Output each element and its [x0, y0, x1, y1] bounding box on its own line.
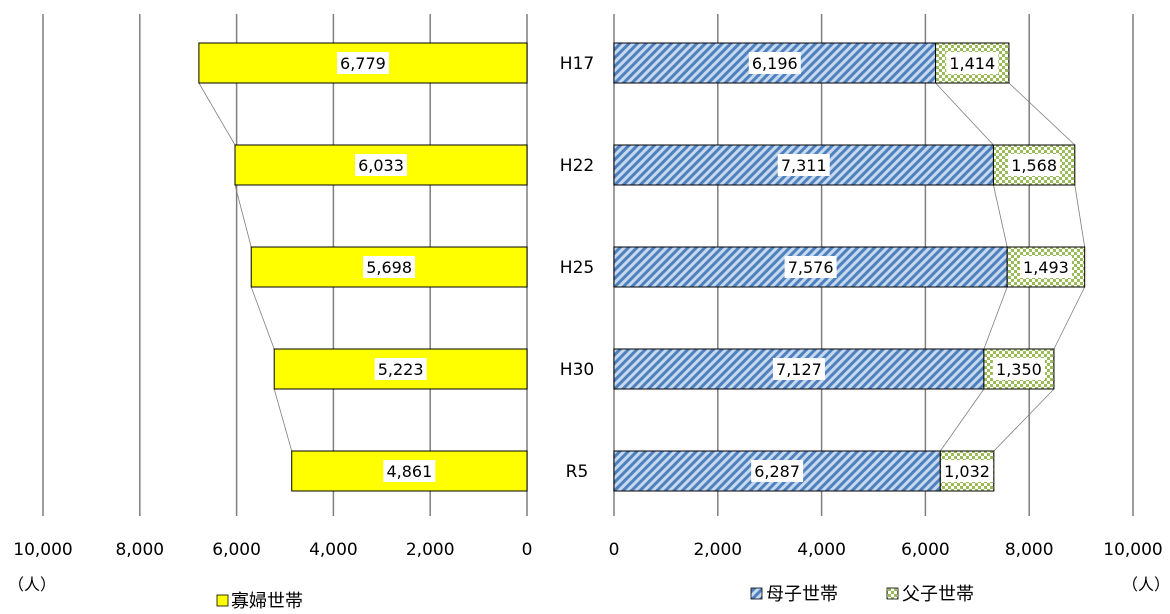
left-x-tick-label: 10,000 — [13, 540, 72, 560]
right-x-tick-label: 0 — [609, 540, 620, 560]
right-x-tick-label: 10,000 — [1103, 540, 1162, 560]
series-line-left — [273, 388, 293, 452]
category-label-r5: R5 — [566, 462, 589, 482]
legend-swatch-mother-child — [750, 587, 763, 600]
left-x-tick-label: 8,000 — [115, 540, 164, 560]
left-x-tick-label: 0 — [522, 540, 533, 560]
right-label-s1-bg-r5 — [751, 460, 804, 482]
legend-swatch-widow — [216, 594, 229, 607]
left-data-label-r5: 4,861 — [386, 462, 432, 481]
left-label-bg-h17 — [336, 52, 389, 74]
left-unit-label: （人） — [8, 575, 56, 594]
legend-label-mother-child: 母子世帯 — [766, 584, 838, 605]
right-data-label-s1-h22: 7,311 — [781, 156, 827, 175]
category-label-h22: H22 — [560, 156, 594, 176]
right-data-label-s1-h17: 6,196 — [752, 54, 798, 73]
right-label-s2-bg-h22 — [1008, 154, 1061, 176]
left-x-tick-label: 4,000 — [309, 540, 358, 560]
legend-label-father-child: 父子世帯 — [902, 584, 974, 605]
right-label-s2-bg-h17 — [946, 52, 999, 74]
left-data-label-h17: 6,779 — [340, 54, 386, 73]
category-label-h25: H25 — [560, 258, 594, 278]
series-line-right-s2 — [1053, 286, 1086, 350]
right-data-label-s2-h25: 1,493 — [1023, 258, 1069, 277]
left-data-label-h22: 6,033 — [358, 156, 404, 175]
category-label-h17: H17 — [560, 54, 594, 74]
right-label-s1-bg-h25 — [784, 256, 837, 278]
right-label-s2-bg-h25 — [1019, 256, 1072, 278]
right-x-tick-label: 4,000 — [797, 540, 846, 560]
left-x-tick-label: 6,000 — [212, 540, 261, 560]
right-data-label-s1-h30: 7,127 — [776, 360, 822, 379]
series-line-right-s1 — [993, 184, 1008, 248]
right-label-s1-bg-h17 — [748, 52, 801, 74]
right-data-label-s1-h25: 7,576 — [788, 258, 834, 277]
left-label-bg-r5 — [383, 460, 436, 482]
series-line-left — [198, 82, 236, 146]
series-line-right-s2 — [1074, 184, 1086, 248]
series-line-left — [234, 184, 252, 248]
series-line-right-s1 — [939, 388, 985, 452]
right-label-s2-bg-r5 — [941, 460, 994, 482]
series-line-left — [250, 286, 275, 350]
right-data-label-s2-h30: 1,350 — [996, 360, 1042, 379]
legend-swatch-father-child — [886, 587, 899, 600]
legend-label-widow: 寡婦世帯 — [231, 591, 303, 612]
right-unit-label: （人） — [1122, 575, 1170, 594]
series-line-right-s2 — [1008, 82, 1076, 146]
left-data-label-h30: 5,223 — [378, 360, 424, 379]
right-data-label-s2-h22: 1,568 — [1011, 156, 1057, 175]
series-line-right-s1 — [935, 82, 994, 146]
right-x-tick-label: 2,000 — [693, 540, 742, 560]
left-label-bg-h30 — [374, 358, 427, 380]
category-label-h30: H30 — [560, 360, 594, 380]
right-data-label-s2-h17: 1,414 — [949, 54, 995, 73]
right-label-s1-bg-h22 — [777, 154, 830, 176]
right-label-s2-bg-h30 — [992, 358, 1045, 380]
left-x-tick-label: 2,000 — [406, 540, 455, 560]
series-line-right-s1 — [983, 286, 1008, 350]
right-x-tick-label: 8,000 — [1005, 540, 1054, 560]
left-label-bg-h22 — [355, 154, 408, 176]
series-line-right-s2 — [993, 388, 1055, 452]
right-x-tick-label: 6,000 — [901, 540, 950, 560]
left-label-bg-h25 — [363, 256, 416, 278]
right-label-s1-bg-h30 — [772, 358, 825, 380]
left-data-label-h25: 5,698 — [366, 258, 412, 277]
right-data-label-s1-r5: 6,287 — [754, 462, 800, 481]
right-data-label-s2-r5: 1,032 — [944, 462, 990, 481]
